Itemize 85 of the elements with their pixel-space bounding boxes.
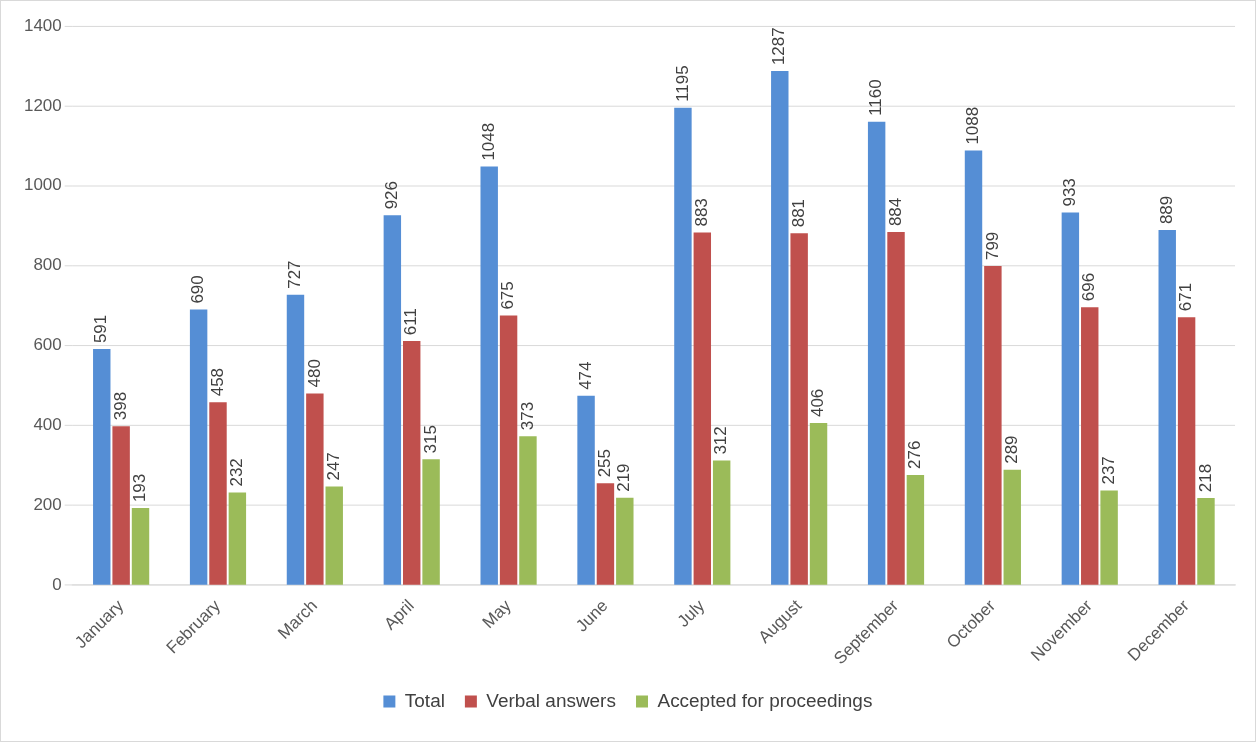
data-label: 474: [575, 361, 595, 390]
data-label: 690: [188, 275, 208, 304]
bar: [1081, 307, 1099, 585]
data-label: 480: [304, 359, 324, 388]
bar: [189, 309, 208, 585]
x-tick-label: July: [673, 595, 709, 631]
data-label: 799: [982, 231, 1002, 261]
data-label: 237: [1098, 456, 1118, 485]
data-label: 1160: [866, 79, 886, 116]
bar: [1003, 469, 1021, 585]
y-tick-label: 1200: [23, 95, 62, 115]
bar: [790, 233, 808, 585]
bar: [1177, 317, 1196, 585]
legend-label: Accepted for proceedings: [657, 689, 873, 711]
bar: [131, 508, 150, 585]
data-label: 315: [420, 425, 440, 454]
bar: [480, 166, 498, 585]
data-label: 373: [517, 401, 537, 431]
data-label: 255: [595, 449, 615, 478]
data-label: 889: [1156, 195, 1176, 225]
bar: [1100, 490, 1118, 585]
y-tick-label: 400: [33, 415, 62, 435]
data-label: 1048: [478, 122, 498, 161]
bar: [499, 315, 518, 585]
bar: [93, 349, 111, 585]
data-label: 289: [1001, 435, 1021, 464]
data-label: 671: [1176, 282, 1196, 312]
bar: [1061, 212, 1080, 585]
bar: [771, 71, 789, 585]
data-label: 247: [323, 452, 343, 481]
data-label: 1088: [963, 106, 983, 145]
bar: [383, 215, 402, 585]
data-label: 398: [110, 391, 130, 421]
bar: [674, 107, 692, 585]
data-label: 218: [1195, 463, 1215, 493]
data-label: 193: [130, 473, 150, 503]
bar: [112, 426, 130, 585]
legend-label: Verbal answers: [486, 689, 616, 711]
bar: [209, 402, 227, 585]
bar: [712, 460, 731, 585]
y-tick-label: 800: [33, 255, 62, 275]
bar: [964, 150, 983, 585]
bar: [693, 232, 712, 585]
bar: [867, 121, 886, 585]
data-label: 312: [711, 426, 731, 455]
data-label: 881: [788, 198, 808, 228]
bar: [228, 492, 247, 585]
data-label: 933: [1060, 178, 1080, 207]
data-label: 884: [885, 197, 905, 227]
y-tick-label: 0: [52, 574, 62, 594]
data-label: 727: [285, 260, 305, 289]
data-label: 611: [401, 308, 421, 336]
bar: [577, 395, 595, 585]
data-label: 458: [207, 367, 227, 397]
data-label: 1195: [672, 65, 692, 102]
data-label: 1287: [769, 27, 789, 66]
data-label: 276: [905, 440, 925, 469]
bar: [325, 486, 343, 585]
y-tick-label: 1000: [23, 175, 62, 195]
data-label: 883: [691, 198, 711, 227]
bar: [616, 497, 634, 585]
bar: [286, 294, 305, 585]
y-tick-label: 600: [33, 335, 62, 355]
y-tick-label: 200: [33, 494, 62, 514]
bar: [596, 483, 615, 585]
data-label: 926: [382, 181, 402, 210]
data-label: 219: [614, 463, 634, 492]
bar: [906, 474, 925, 585]
data-label: 232: [227, 458, 247, 487]
data-label: 591: [91, 314, 111, 344]
bar: [1158, 230, 1176, 585]
bar: [422, 459, 440, 585]
bar: [809, 423, 828, 585]
bar: [306, 393, 324, 585]
data-label: 696: [1079, 272, 1099, 302]
bar: [519, 436, 537, 585]
data-label: 406: [808, 388, 828, 418]
y-tick-label: 1400: [23, 15, 62, 35]
bar: [403, 341, 421, 585]
bar: [1197, 498, 1215, 585]
legend-label: Total: [404, 689, 445, 711]
bar: [984, 266, 1002, 585]
data-label: 675: [498, 281, 518, 310]
bar: [887, 232, 905, 585]
x-tick-label: May: [478, 595, 516, 633]
